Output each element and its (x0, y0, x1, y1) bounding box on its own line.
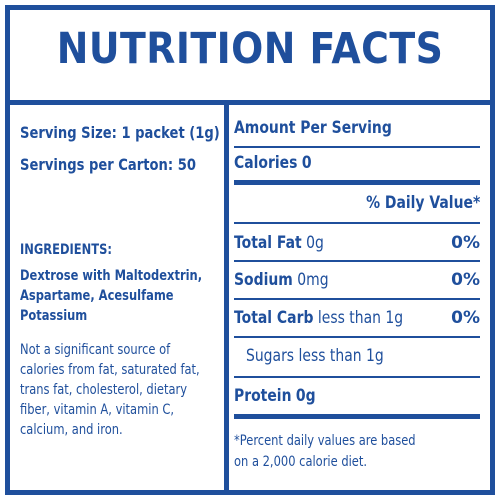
ingredients-line: Aspartame, Acesulfame (20, 288, 174, 304)
note-line: fiber, vitamin A, vitamin C, (20, 402, 175, 418)
nutrition-label: NUTRITION FACTS Serving Size: 1 packet (… (5, 5, 495, 495)
title-divider (10, 100, 490, 105)
calories-text: Calories 0 (234, 153, 312, 173)
note-line: trans fat, cholesterol, dietary (20, 382, 188, 398)
serving-size: Serving Size: 1 packet (1g) (20, 123, 220, 142)
section-divider (234, 414, 480, 419)
row-divider (234, 336, 480, 338)
footnote-line: on a 2,000 calorie diet. (234, 454, 368, 470)
note-line: calories from fat, saturated fat, (20, 362, 200, 378)
daily-value-header: % Daily Value* (365, 193, 480, 213)
row-divider (234, 376, 480, 378)
servings-per-carton: Servings per Carton: 50 (20, 155, 196, 174)
ingredients-heading: INGREDIENTS: (20, 242, 112, 258)
section-divider (234, 180, 480, 185)
label-title: NUTRITION FACTS (56, 24, 444, 74)
ingredients-line: Dextrose with Maltodextrin, (20, 268, 203, 284)
row-divider (234, 260, 480, 262)
row-divider (234, 146, 480, 148)
footnote-line: *Percent daily values are based (234, 433, 416, 449)
note-line: calcium, and iron. (20, 422, 123, 438)
row-divider (234, 298, 480, 300)
row-divider (234, 222, 480, 224)
ingredients-line: Potassium (20, 308, 88, 324)
column-divider (224, 105, 229, 490)
note-line: Not a significant source of (20, 342, 171, 358)
